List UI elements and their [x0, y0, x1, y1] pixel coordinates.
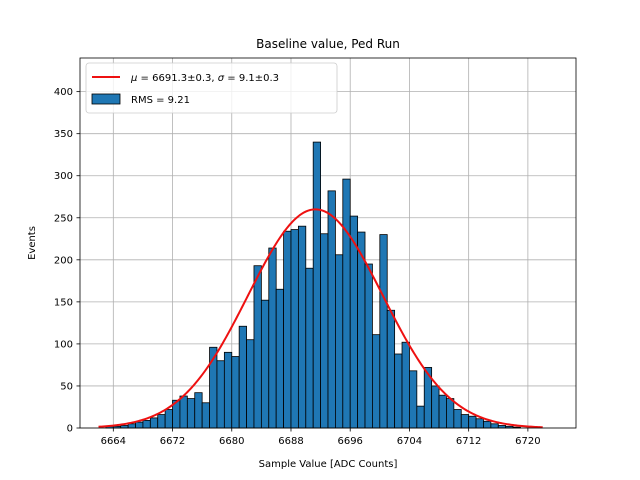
legend-fit-sigma-symbol: σ	[218, 73, 225, 84]
histogram-bar	[475, 418, 484, 429]
x-axis: 6664 6672 6680 6688 6696 6704 6712 6720	[101, 428, 541, 447]
histogram-bar	[335, 254, 344, 429]
gaussian-fit	[98, 208, 543, 429]
x-tick-label: 6712	[456, 436, 481, 447]
y-tick-label: 300	[54, 171, 73, 182]
histogram-bar	[194, 392, 203, 429]
y-tick-label: 250	[54, 213, 73, 224]
histogram-bar	[364, 263, 373, 429]
x-tick-label: 6672	[160, 436, 185, 447]
y-axis-label: Events	[27, 226, 38, 260]
histogram-bar	[275, 288, 284, 429]
histogram-bar	[438, 394, 447, 429]
histogram-bar	[142, 420, 151, 429]
x-tick-label: 6688	[278, 436, 303, 447]
histogram-bar	[253, 265, 262, 429]
histogram-bar	[157, 414, 166, 429]
histogram-bar	[401, 341, 410, 429]
histogram-bar	[490, 423, 499, 429]
histogram-bar	[446, 398, 455, 429]
chart-title: Baseline value, Ped Run	[256, 37, 400, 51]
y-tick-label: 0	[67, 424, 73, 435]
histogram-bar	[409, 370, 418, 429]
histogram-bar	[164, 409, 173, 429]
histogram-bar	[283, 230, 292, 429]
legend-box	[85, 62, 338, 114]
histogram-bar	[223, 351, 233, 429]
legend-fit-sigma-value: = 9.1±0.3	[224, 73, 279, 84]
histogram-bar	[460, 414, 470, 429]
histogram-bar	[386, 309, 396, 429]
y-axis: 0 50 100 150 200 250 300 350 400	[54, 87, 80, 435]
legend: μ = 6691.3±0.3, σ = 9.1±0.3 RMS = 9.21	[85, 62, 338, 114]
histogram-bar	[238, 325, 247, 429]
legend-fit-mu-symbol: μ	[130, 73, 137, 84]
legend-histogram-label: RMS = 9.21	[131, 95, 190, 106]
histogram-bar	[231, 356, 240, 429]
histogram-bar	[179, 395, 188, 429]
plot-frame	[79, 57, 577, 429]
x-tick-label: 6680	[219, 436, 244, 447]
histogram-bar	[357, 231, 366, 429]
histogram-bar	[297, 225, 307, 429]
x-tick-label: 6720	[515, 436, 540, 447]
histogram-bar	[201, 402, 210, 429]
histogram-bars	[105, 141, 521, 429]
legend-fit-mu-value: = 6691.3±0.3,	[137, 73, 217, 84]
histogram-bar	[394, 353, 403, 429]
histogram-bar	[468, 415, 477, 429]
histogram-bar	[260, 299, 270, 429]
histogram-bar	[305, 267, 314, 429]
histogram-bar	[149, 417, 159, 429]
y-tick-label: 200	[54, 255, 73, 266]
histogram-bar	[431, 385, 440, 429]
histogram-bar	[342, 178, 351, 429]
y-tick-label: 350	[54, 129, 73, 140]
legend-fit-label: μ = 6691.3±0.3, σ = 9.1±0.3	[130, 73, 279, 84]
x-axis-label: Sample Value [ADC Counts]	[259, 459, 398, 470]
histogram-bar	[127, 423, 136, 429]
histogram-bar	[483, 420, 492, 429]
y-tick-label: 50	[60, 381, 73, 392]
histogram-bar	[320, 233, 329, 429]
histogram-bar	[216, 360, 225, 429]
x-tick-label: 6696	[337, 436, 362, 447]
histogram-bar	[312, 141, 321, 429]
histogram-bar	[268, 247, 277, 429]
legend-histogram-swatch	[91, 93, 121, 105]
histogram-bar	[290, 229, 299, 429]
histogram-bar	[416, 405, 425, 429]
histogram-bar	[372, 334, 381, 429]
histogram-bar	[453, 409, 462, 429]
histogram-bar	[246, 339, 255, 429]
histogram-bar	[135, 421, 144, 429]
x-tick-label: 6704	[397, 436, 422, 447]
x-tick-label: 6664	[101, 436, 126, 447]
y-tick-label: 150	[54, 297, 73, 308]
histogram-bar	[186, 398, 196, 429]
histogram-bar	[379, 234, 388, 429]
y-tick-label: 400	[54, 87, 73, 98]
histogram-bar	[327, 190, 336, 429]
y-tick-label: 100	[54, 339, 73, 350]
gaussian-fit-line	[98, 208, 543, 429]
